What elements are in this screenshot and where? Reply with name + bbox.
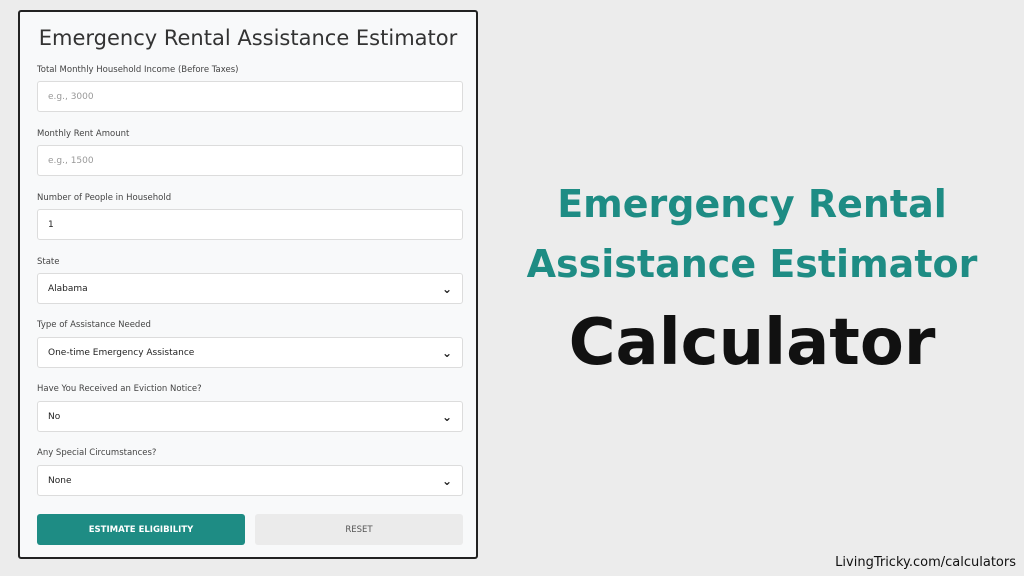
footer-url: LivingTricky.com/calculators <box>835 555 1016 570</box>
chevron-down-icon: ⌄ <box>441 281 452 296</box>
state-select[interactable]: Alabama ⌄ <box>37 273 463 304</box>
household-value: 1 <box>48 219 54 230</box>
rent-input[interactable]: e.g., 1500 <box>37 145 463 176</box>
banner-title-line2: Assistance Estimator <box>526 242 978 286</box>
calculator-card: Emergency Rental Assistance Estimator To… <box>18 10 478 559</box>
eviction-select[interactable]: No ⌄ <box>37 401 463 432</box>
banner-calculator: Calculator <box>568 306 936 380</box>
eviction-value: No <box>48 411 61 422</box>
chevron-down-icon: ⌄ <box>441 345 452 360</box>
form-title: Emergency Rental Assistance Estimator <box>38 26 458 50</box>
income-placeholder: e.g., 3000 <box>48 91 94 102</box>
household-input[interactable]: 1 <box>37 209 463 240</box>
state-value: Alabama <box>48 283 88 294</box>
household-label: Number of People in Household <box>37 193 172 203</box>
chevron-down-icon: ⌄ <box>441 473 452 488</box>
rent-placeholder: e.g., 1500 <box>48 155 94 166</box>
special-label: Any Special Circumstances? <box>37 448 157 458</box>
chevron-down-icon: ⌄ <box>441 409 452 424</box>
banner-title-line1: Emergency Rental <box>557 182 947 226</box>
assistance-type-label: Type of Assistance Needed <box>37 320 151 330</box>
special-value: None <box>48 475 72 486</box>
special-select[interactable]: None ⌄ <box>37 465 463 496</box>
assistance-type-select[interactable]: One-time Emergency Assistance ⌄ <box>37 337 463 368</box>
estimate-eligibility-button[interactable]: ESTIMATE ELIGIBILITY <box>37 514 245 545</box>
rent-label: Monthly Rent Amount <box>37 129 130 139</box>
assistance-type-value: One-time Emergency Assistance <box>48 347 195 358</box>
eviction-label: Have You Received an Eviction Notice? <box>37 384 202 394</box>
income-label: Total Monthly Household Income (Before T… <box>37 65 239 75</box>
reset-button[interactable]: RESET <box>255 514 463 545</box>
state-label: State <box>37 257 60 267</box>
income-input[interactable]: e.g., 3000 <box>37 81 463 112</box>
